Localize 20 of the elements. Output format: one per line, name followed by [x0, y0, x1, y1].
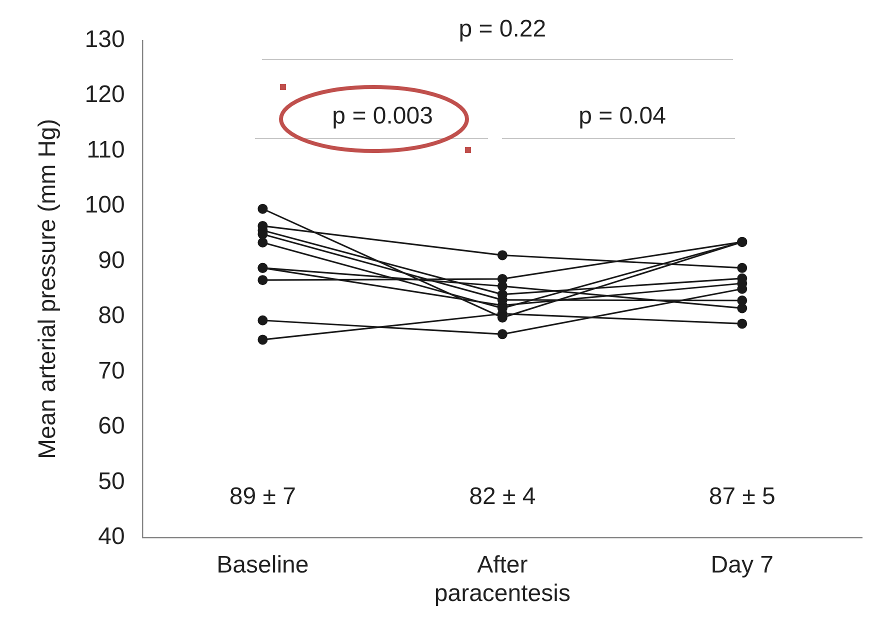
x-tick-label: After paracentesis	[434, 551, 570, 608]
annotation: 82 ± 4	[469, 483, 536, 510]
y-tick-label: 110	[86, 136, 125, 164]
annotation: p = 0.003	[332, 102, 433, 130]
y-tick-label: 50	[98, 468, 125, 495]
y-tick-label: 90	[98, 246, 125, 274]
y-axis-title: Mean arterial pressure (mm Hg)	[34, 118, 62, 459]
y-tick-label: 70	[98, 357, 125, 384]
annotation: 87 ± 5	[708, 483, 776, 510]
annotation: 89 ± 7	[229, 483, 296, 510]
y-tick-label: 100	[84, 192, 125, 219]
annotation: p = 0.04	[578, 102, 666, 130]
y-tick-label: 130	[84, 26, 125, 54]
y-tick-label: 40	[98, 523, 125, 550]
y-tick-label: 80	[98, 302, 125, 330]
x-tick-label: Day 7	[710, 551, 774, 578]
y-tick-label: 60	[98, 412, 125, 440]
x-tick-label: Baseline	[216, 551, 309, 578]
y-tick-label: 120	[84, 81, 125, 108]
annotation: p = 0.22	[458, 16, 546, 43]
